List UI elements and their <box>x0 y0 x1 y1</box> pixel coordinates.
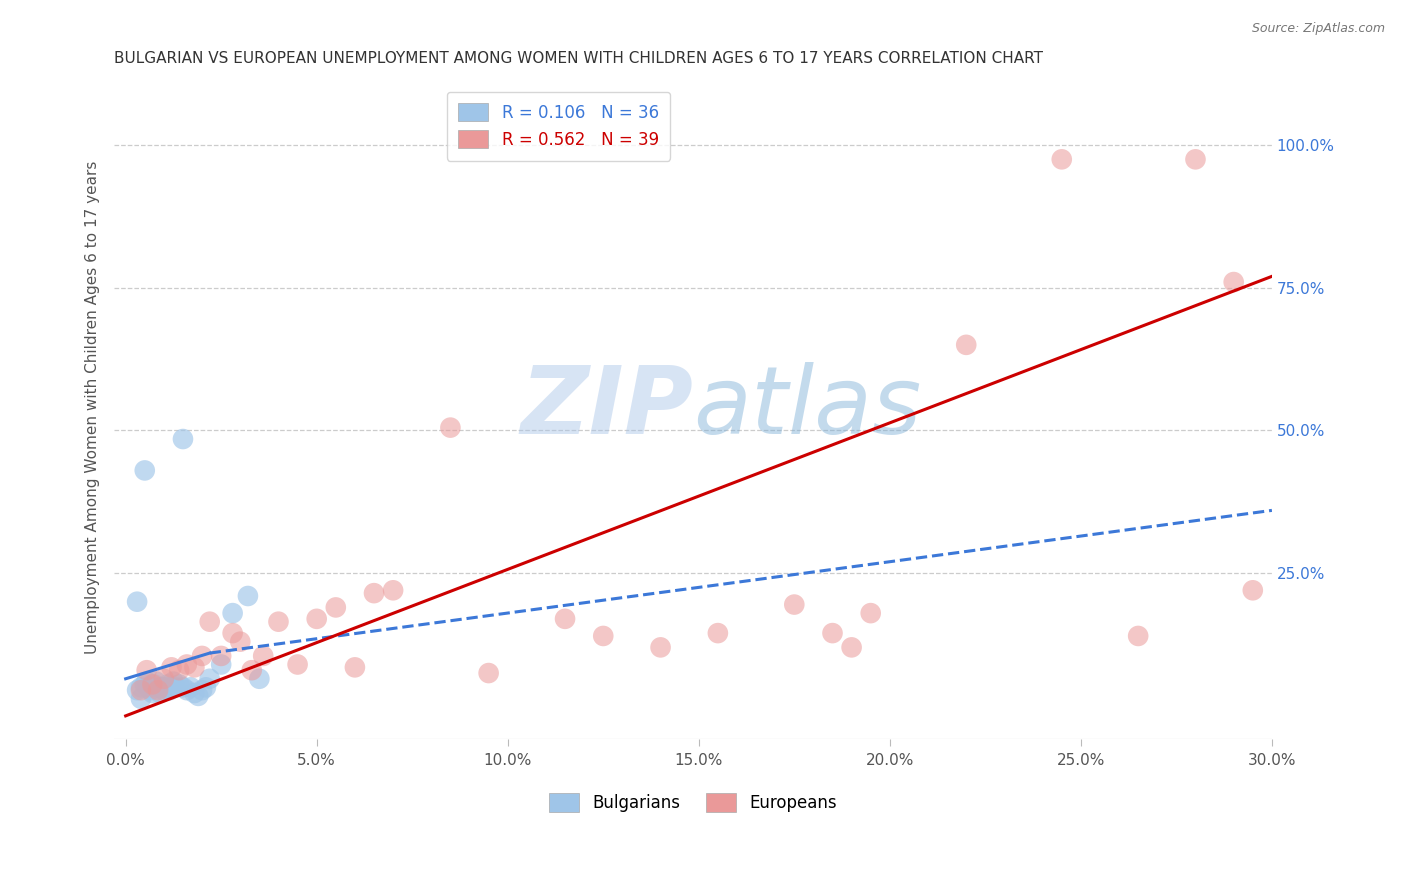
Point <box>592 629 614 643</box>
Point <box>134 463 156 477</box>
Point <box>146 681 169 695</box>
Point <box>162 674 184 689</box>
Point <box>236 589 259 603</box>
Point <box>183 660 205 674</box>
Point <box>172 681 194 695</box>
Point <box>129 691 152 706</box>
Point <box>134 677 156 691</box>
Point <box>183 686 205 700</box>
Point <box>198 672 221 686</box>
Point <box>1184 153 1206 167</box>
Point <box>146 683 169 698</box>
Point <box>240 663 263 677</box>
Point <box>1050 153 1073 167</box>
Point <box>229 634 252 648</box>
Point <box>129 681 152 695</box>
Point <box>135 663 157 677</box>
Point <box>167 663 190 677</box>
Point <box>159 683 181 698</box>
Point <box>650 640 672 655</box>
Point <box>165 681 187 695</box>
Point <box>1128 629 1150 643</box>
Text: ZIP: ZIP <box>520 361 693 454</box>
Point <box>821 626 844 640</box>
Point <box>247 672 270 686</box>
Legend: Bulgarians, Europeans: Bulgarians, Europeans <box>540 783 846 822</box>
Point <box>141 686 163 700</box>
Point <box>1222 275 1244 289</box>
Point <box>325 600 347 615</box>
Point <box>145 674 167 689</box>
Point <box>267 615 290 629</box>
Point <box>209 657 232 672</box>
Point <box>841 640 863 655</box>
Point <box>343 660 366 674</box>
Point <box>139 683 162 698</box>
Point <box>176 683 198 698</box>
Point <box>153 672 176 686</box>
Point <box>167 677 190 691</box>
Point <box>153 683 176 698</box>
Point <box>160 681 183 695</box>
Point <box>160 660 183 674</box>
Point <box>287 657 309 672</box>
Point <box>155 681 177 695</box>
Point <box>198 615 221 629</box>
Point <box>305 612 328 626</box>
Point <box>138 681 160 695</box>
Point <box>187 689 209 703</box>
Point <box>221 626 243 640</box>
Y-axis label: Unemployment Among Women with Children Ages 6 to 17 years: Unemployment Among Women with Children A… <box>86 161 100 655</box>
Point <box>707 626 730 640</box>
Point <box>252 648 274 663</box>
Text: atlas: atlas <box>693 362 921 453</box>
Point <box>127 595 149 609</box>
Point <box>191 648 214 663</box>
Point <box>141 677 163 691</box>
Text: Source: ZipAtlas.com: Source: ZipAtlas.com <box>1251 22 1385 36</box>
Point <box>149 686 172 700</box>
Point <box>783 598 806 612</box>
Point <box>554 612 576 626</box>
Point <box>172 432 194 446</box>
Point <box>1241 583 1264 598</box>
Point <box>176 657 198 672</box>
Point <box>382 583 405 598</box>
Point <box>955 338 977 352</box>
Point <box>127 683 149 698</box>
Point <box>150 681 173 695</box>
Point <box>143 677 166 691</box>
Point <box>135 674 157 689</box>
Point <box>859 606 882 620</box>
Point <box>194 681 217 695</box>
Point <box>209 648 232 663</box>
Point <box>478 666 501 681</box>
Text: BULGARIAN VS EUROPEAN UNEMPLOYMENT AMONG WOMEN WITH CHILDREN AGES 6 TO 17 YEARS : BULGARIAN VS EUROPEAN UNEMPLOYMENT AMONG… <box>114 51 1043 66</box>
Point <box>156 677 179 691</box>
Point <box>129 683 152 698</box>
Point <box>439 420 461 434</box>
Point <box>191 683 214 698</box>
Point <box>221 606 243 620</box>
Point <box>180 681 202 695</box>
Point <box>363 586 385 600</box>
